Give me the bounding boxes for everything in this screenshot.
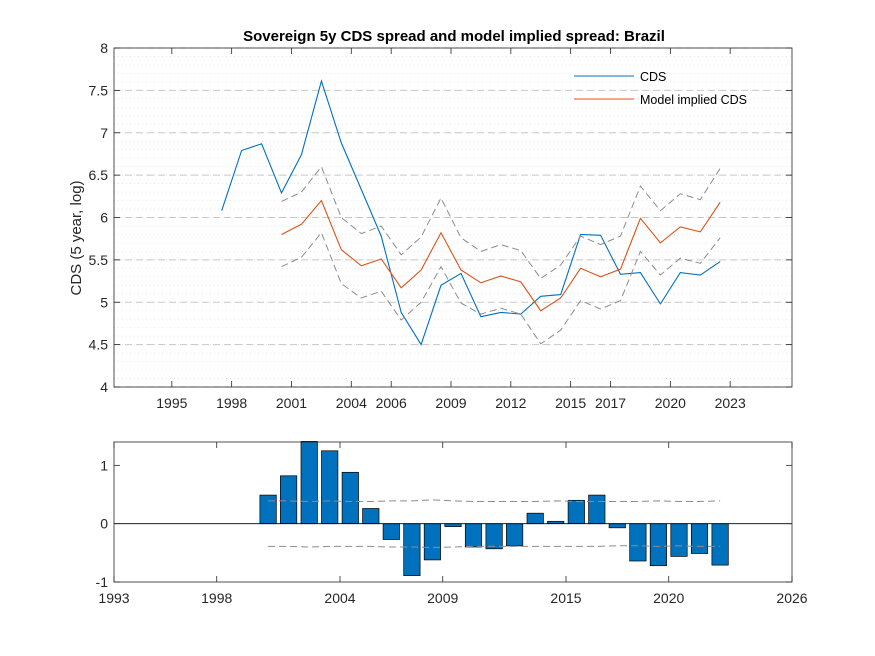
x-tick-label: 1993 — [98, 590, 129, 606]
x-tick-label: 2006 — [376, 395, 407, 411]
y-tick-label: 6 — [100, 210, 108, 226]
x-tick-label: 2012 — [495, 395, 526, 411]
x-tick-label: 2004 — [336, 395, 367, 411]
y-tick-label: 0 — [100, 516, 108, 532]
band-line-0 — [268, 499, 721, 503]
bar — [547, 520, 565, 524]
bar — [341, 471, 359, 524]
bottom-axes-box — [113, 441, 793, 583]
y-tick-label: 7.5 — [89, 82, 109, 98]
y-axis-label: CDS (5 year, log) — [68, 180, 85, 295]
bar — [567, 499, 585, 524]
bar — [629, 523, 647, 562]
series-line-cds — [221, 79, 721, 346]
bar — [362, 508, 380, 525]
bar — [506, 523, 524, 547]
y-tick-label: 6.5 — [89, 167, 109, 183]
top-line-chart: 4 4.5 5 5.5 6 6.5 7 7.5 8 1995 1998 2001 2004 2006 200… — [89, 40, 793, 411]
bottom-bar-chart: -1 0 1 1993 1998 2004 2009 2015 2020 2026 — [96, 441, 808, 606]
bar — [608, 523, 626, 529]
y-tick-label: -1 — [96, 574, 109, 590]
bar — [423, 523, 441, 561]
bar — [670, 523, 688, 557]
series-line-model-implied-cds — [281, 199, 721, 312]
y-tick-label: 1 — [100, 457, 108, 473]
legend-label: Model implied CDS — [640, 93, 747, 107]
y-tick-label: 4.5 — [89, 337, 109, 353]
bar — [690, 523, 709, 554]
x-tick-label: 1995 — [156, 395, 187, 411]
x-tick-label: 2017 — [595, 395, 626, 411]
band-line-3 — [281, 231, 721, 345]
x-tick-label: 1998 — [201, 590, 232, 606]
bar — [259, 494, 277, 525]
y-tick-label: 5 — [100, 294, 108, 310]
bar — [321, 450, 339, 525]
bar — [711, 523, 729, 566]
y-tick-label: 7 — [100, 125, 108, 141]
chart-title: Sovereign 5y CDS spread and model implie… — [243, 28, 665, 45]
bar — [382, 523, 400, 540]
legend: CDS Model implied CDS — [574, 70, 747, 107]
bar — [464, 523, 483, 548]
bar — [403, 523, 421, 576]
x-tick-label: 1998 — [216, 395, 247, 411]
x-tick-label: 2001 — [276, 395, 307, 411]
bar — [588, 494, 606, 525]
band-line-1 — [268, 545, 721, 549]
x-tick-label: 2015 — [555, 395, 586, 411]
y-tick-label: 4 — [100, 379, 108, 395]
bar — [280, 475, 298, 524]
x-tick-label: 2026 — [776, 590, 807, 606]
legend-label: CDS — [640, 70, 666, 84]
bar — [485, 523, 503, 550]
y-tick-label: 8 — [100, 40, 108, 56]
x-tick-label: 2020 — [653, 590, 684, 606]
x-tick-label: 2004 — [324, 590, 355, 606]
bar — [444, 523, 462, 527]
x-tick-label: 2009 — [435, 395, 466, 411]
x-tick-label: 2015 — [550, 590, 581, 606]
x-tick-label: 2020 — [655, 395, 686, 411]
bar — [300, 441, 318, 525]
bar — [526, 512, 544, 525]
bar — [649, 523, 667, 567]
y-tick-label: 5.5 — [89, 252, 109, 268]
band-line-2 — [281, 165, 721, 280]
x-tick-label: 2009 — [427, 590, 458, 606]
x-tick-label: 2023 — [715, 395, 746, 411]
